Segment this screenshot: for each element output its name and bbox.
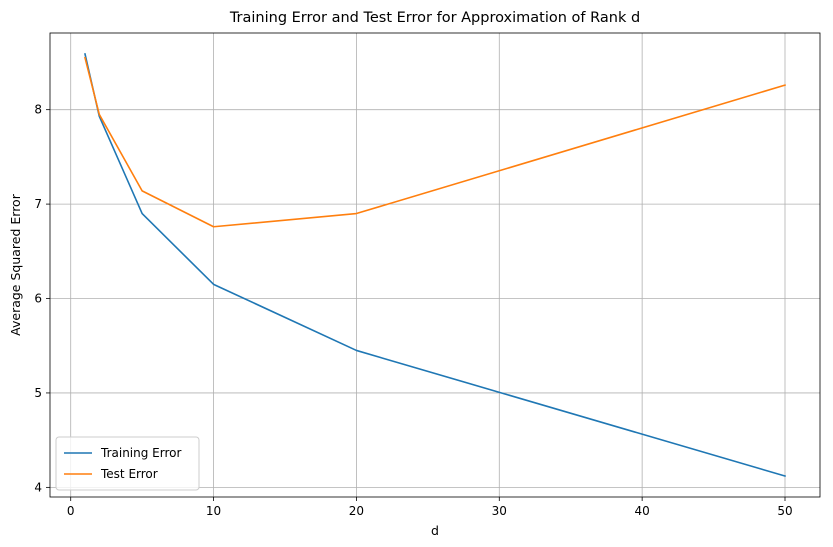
y-tick-label: 4	[34, 480, 42, 494]
y-tick-label: 8	[34, 103, 42, 117]
x-tick-label: 50	[777, 504, 792, 518]
legend-label: Test Error	[100, 467, 158, 481]
y-axis-title: Average Squared Error	[8, 193, 23, 336]
grid	[50, 33, 820, 497]
legend-label: Training Error	[100, 446, 181, 460]
x-tick-label: 10	[206, 504, 221, 518]
series-line-test-error	[84, 56, 786, 228]
series-lines	[84, 53, 786, 478]
y-tick-label: 5	[34, 386, 42, 400]
x-axis-title: d	[431, 523, 439, 538]
axes-frame	[49, 32, 821, 498]
ticks: 0 10 20 30 40 50 4 5 6 7 8	[34, 103, 792, 518]
chart-title: Training Error and Test Error for Approx…	[229, 10, 640, 26]
y-tick-label: 7	[34, 197, 42, 211]
x-tick-label: 40	[635, 504, 650, 518]
legend: Training Error Test Error	[55, 436, 200, 491]
x-tick-label: 30	[492, 504, 507, 518]
legend-box	[55, 436, 200, 491]
y-tick-label: 6	[34, 292, 42, 306]
x-tick-label: 0	[67, 504, 75, 518]
x-tick-label: 20	[349, 504, 364, 518]
